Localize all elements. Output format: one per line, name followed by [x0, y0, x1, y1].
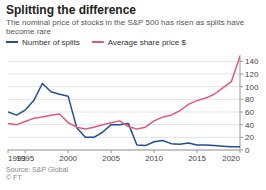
subtitle-line: The nominal price of stocks in the S&P 5…: [6, 18, 245, 27]
x-tick-label: 1995: [16, 154, 34, 163]
x-tick: [8, 150, 9, 153]
y2-tick-label: 100: [245, 83, 259, 92]
grid-line: [8, 150, 240, 151]
grid-line: [8, 61, 240, 62]
y2-tick-label: 20: [245, 133, 254, 142]
title: Splitting the difference: [6, 3, 136, 17]
y2-tick-label: 0: [245, 146, 250, 155]
legend-label: Average share price $: [108, 38, 187, 47]
x-tick: [197, 150, 198, 153]
y2-tick-label: 60: [245, 108, 254, 117]
legend-label: Number of splits: [22, 38, 80, 47]
y2-axis-line: [240, 55, 241, 150]
grid-line: [8, 74, 240, 75]
series-line: [8, 56, 240, 129]
y2-axis: 0 20 40 60 80 100 120 140: [8, 55, 259, 155]
chart: Splitting the differenceThe nominal pric…: [0, 0, 266, 190]
series-line: [8, 84, 240, 147]
grid-line: [8, 137, 240, 138]
x-axis-line: [8, 150, 240, 151]
subtitle: The nominal price of stocks in the S&P 5…: [6, 18, 245, 36]
grid-line: [8, 99, 240, 100]
grid-line: [8, 86, 240, 87]
x-tick: [240, 150, 241, 153]
x-tick: [154, 150, 155, 153]
legend-swatch: [92, 41, 104, 43]
source: Source: S&P Global© FT: [6, 166, 69, 181]
x-tick: [25, 150, 26, 153]
grid-line: [8, 112, 240, 113]
x-tick-label: 2015: [188, 154, 206, 163]
series-group: [8, 56, 240, 147]
y2-tick-label: 40: [245, 121, 254, 130]
y2-tick-label: 80: [245, 95, 254, 104]
source-line: © FT: [6, 174, 22, 181]
legend-swatch: [6, 41, 18, 43]
x-axis: 1993199520002005201020152020: [8, 150, 241, 163]
x-tick: [111, 150, 112, 153]
legend: Number of splits Average share price $: [6, 38, 186, 47]
y2-tick-label: 140: [245, 57, 259, 66]
subtitle-line: become rare: [6, 27, 51, 36]
x-tick-label: 2000: [59, 154, 77, 163]
x-tick-label: 2005: [102, 154, 120, 163]
x-tick-label: 2020: [222, 154, 240, 163]
y2-tick-label: 120: [245, 70, 259, 79]
source-line: Source: S&P Global: [6, 166, 69, 173]
x-tick: [68, 150, 69, 153]
x-tick-label: 2010: [145, 154, 163, 163]
